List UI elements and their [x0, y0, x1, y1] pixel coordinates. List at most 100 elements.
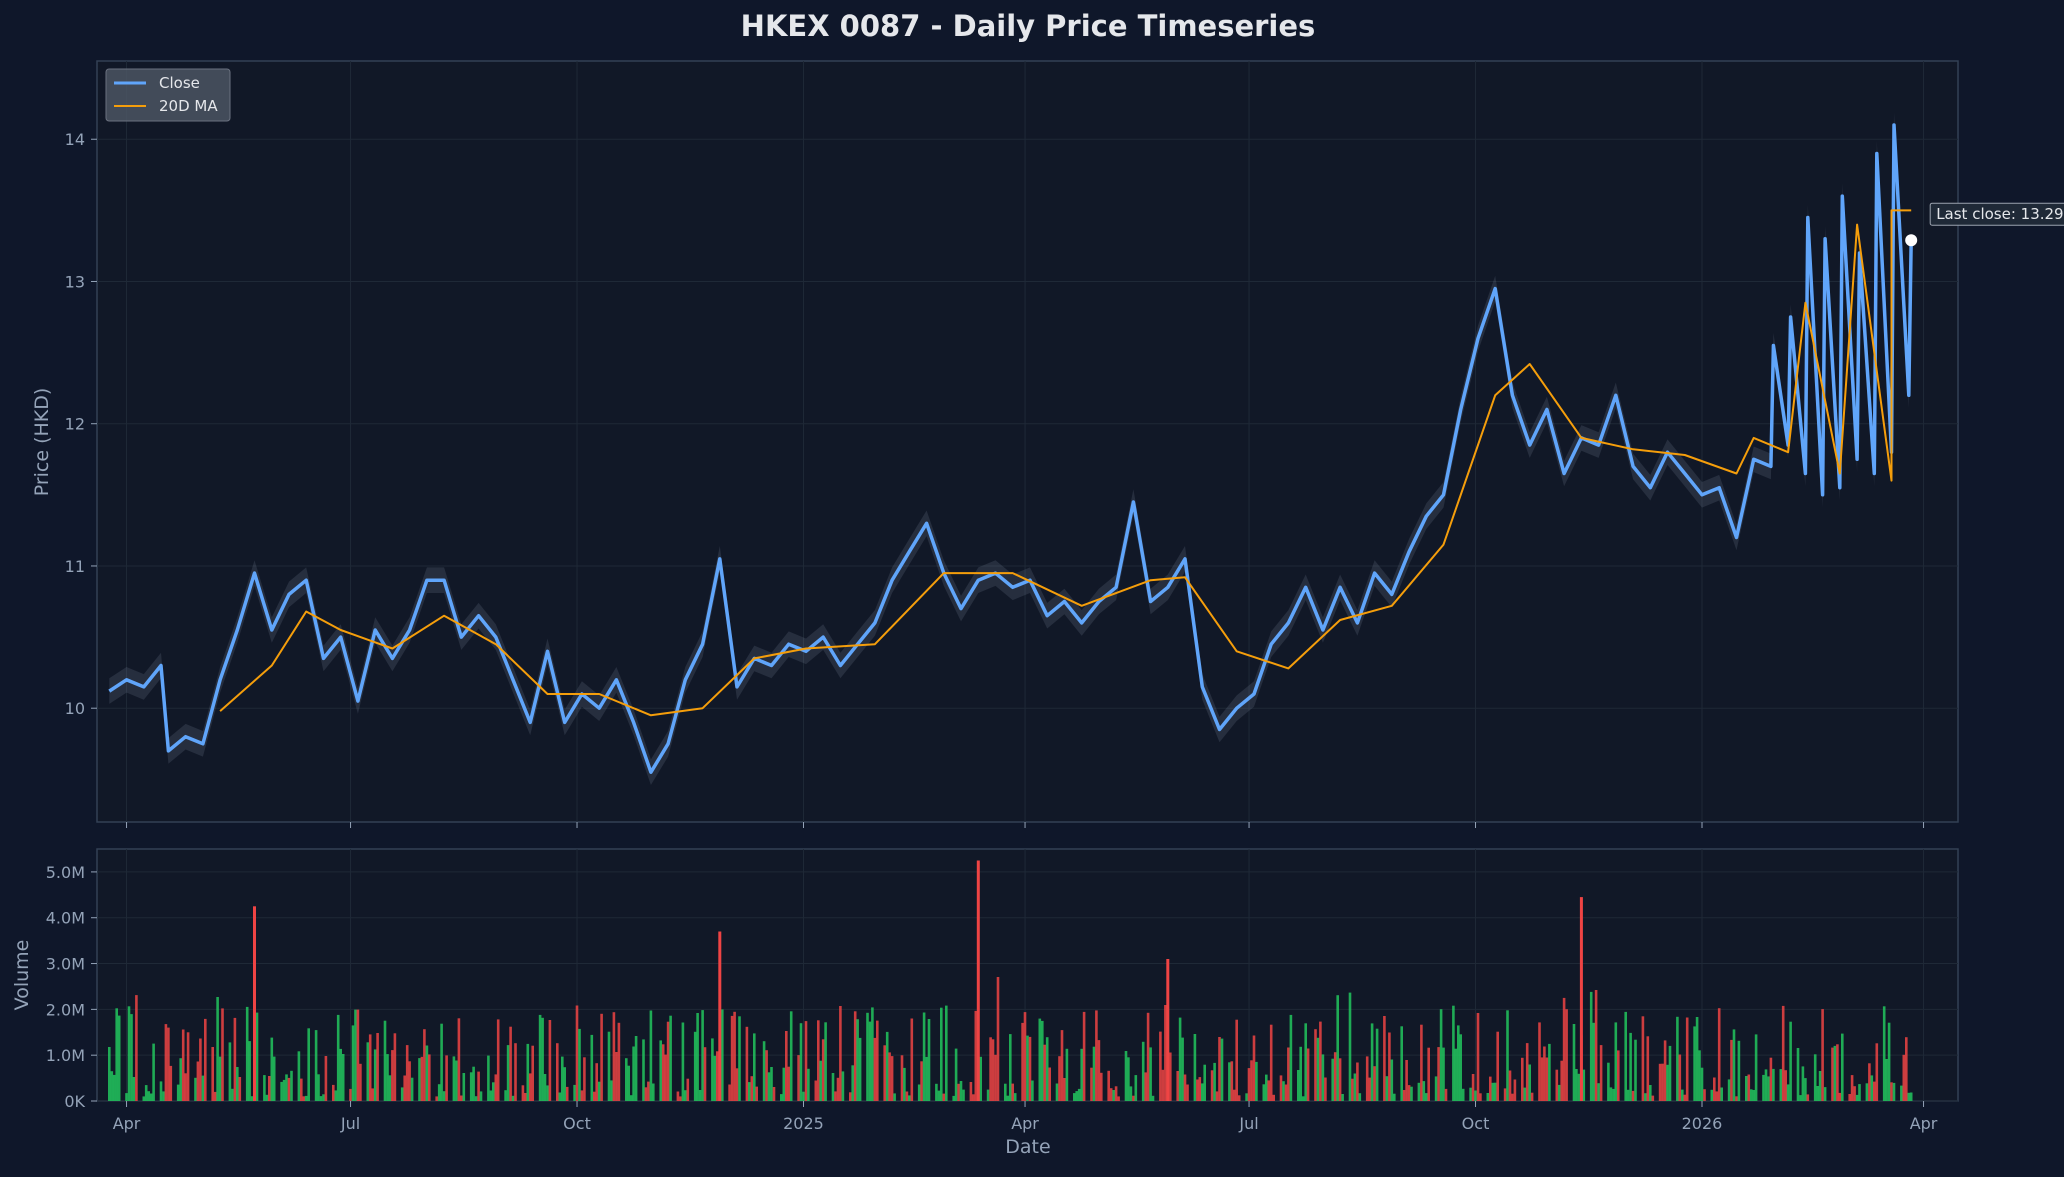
- volume-bar: [1341, 1094, 1344, 1101]
- volume-bar: [686, 1078, 690, 1101]
- volume-bar: [538, 1014, 542, 1101]
- volume-bar: [334, 1090, 338, 1101]
- volume-bar: [248, 1041, 251, 1101]
- volume-bar: [506, 1045, 510, 1101]
- volume-bar: [765, 1050, 768, 1101]
- volume-bar: [617, 1022, 621, 1101]
- volume-bar: [1575, 1069, 1578, 1101]
- volume-bar: [1065, 1048, 1069, 1101]
- volume-bar: [920, 1061, 923, 1101]
- volume-bar: [1565, 1009, 1568, 1101]
- volume-bar: [1905, 1037, 1908, 1101]
- volume-bar: [1789, 1021, 1792, 1101]
- volume-bar: [1004, 1083, 1007, 1101]
- volume-bar: [1629, 1032, 1632, 1101]
- volume-bar: [132, 1077, 136, 1101]
- volume-bar: [1599, 1045, 1603, 1101]
- volume-bar: [849, 1092, 852, 1101]
- volume-bar: [841, 1071, 845, 1101]
- volume-bar: [1892, 1082, 1896, 1101]
- volume-bar: [127, 1006, 131, 1101]
- volume-bar: [1572, 1024, 1576, 1101]
- volume-y-tick-label: 4.0M: [46, 909, 85, 928]
- volume-bar: [1132, 1095, 1135, 1101]
- volume-bar: [780, 1094, 783, 1101]
- volume-bar: [610, 1080, 613, 1101]
- volume-bar: [1737, 1040, 1741, 1101]
- volume-bar: [1146, 1012, 1150, 1101]
- volume-bar: [868, 1021, 872, 1101]
- volume-bar: [1255, 1061, 1258, 1101]
- volume-bar: [1823, 1087, 1827, 1101]
- volume-bar: [1685, 1017, 1689, 1101]
- volume-bar: [405, 1045, 409, 1101]
- volume-bar: [972, 1094, 975, 1101]
- x-tick-label: Apr: [1910, 1114, 1938, 1133]
- volume-bar: [1201, 1083, 1204, 1101]
- volume-bar: [176, 1084, 180, 1101]
- volume-bar: [213, 1091, 217, 1101]
- volume-bar: [1134, 1075, 1138, 1101]
- volume-bar: [149, 1093, 153, 1101]
- volume-bar: [1769, 1057, 1773, 1101]
- volume-bar: [452, 1056, 456, 1101]
- volume-bar: [885, 1031, 889, 1101]
- volume-bar: [1368, 1077, 1371, 1101]
- volume-bar: [1754, 1034, 1758, 1101]
- volume-bar: [194, 1077, 197, 1101]
- volume-bar: [1735, 1096, 1738, 1101]
- volume-bar: [186, 1032, 190, 1101]
- volume-bar: [1902, 1054, 1906, 1101]
- volume-bar: [1183, 1074, 1187, 1101]
- volume-bar: [236, 1067, 239, 1101]
- volume-bar: [509, 1026, 512, 1101]
- volume-bar: [721, 1009, 724, 1101]
- volume-bar: [701, 1010, 704, 1101]
- volume-bar: [1813, 1054, 1817, 1101]
- volume-bar: [1314, 1029, 1317, 1101]
- volume-bar: [750, 1076, 754, 1101]
- volume-bar: [1420, 1024, 1423, 1101]
- volume-bar: [1676, 1016, 1679, 1101]
- volume-bar: [304, 1095, 308, 1101]
- volume-bar: [1400, 1026, 1403, 1101]
- volume-bar: [440, 1023, 443, 1101]
- volume-bar: [1831, 1047, 1834, 1101]
- volume-bar: [184, 1073, 187, 1101]
- volume-bar: [600, 1013, 603, 1101]
- volume-bar: [580, 1090, 584, 1101]
- volume-bar: [986, 1089, 990, 1101]
- volume-bar: [1299, 1046, 1302, 1101]
- volume-bar: [755, 1086, 758, 1101]
- volume-bar: [1700, 1067, 1704, 1101]
- volume-bar: [1838, 1092, 1842, 1101]
- volume-bar: [1228, 1062, 1231, 1101]
- volume-bar: [366, 1042, 370, 1101]
- volume-bar: [144, 1085, 148, 1101]
- volume-bar: [1693, 1026, 1696, 1101]
- volume-bar: [322, 1094, 325, 1101]
- volume-bar: [1306, 1048, 1310, 1101]
- volume-bar: [1589, 991, 1593, 1101]
- volume-bar: [324, 1056, 328, 1101]
- volume-bar: [354, 1009, 357, 1101]
- volume-bar: [1528, 1064, 1531, 1101]
- volume-bar: [1353, 1073, 1357, 1101]
- volume-bar: [1215, 1091, 1219, 1101]
- volume-bar: [858, 1037, 862, 1101]
- volume-bar: [974, 1010, 978, 1101]
- volume-bar: [117, 1015, 121, 1101]
- volume-bar: [1265, 1074, 1268, 1101]
- volume-bar: [1028, 1036, 1032, 1101]
- volume-bar-spike: [253, 906, 256, 1101]
- volume-bar: [1678, 1054, 1682, 1101]
- volume-bar: [711, 1038, 714, 1101]
- volume-bar: [893, 1093, 896, 1101]
- volume-bar: [1193, 1034, 1197, 1101]
- volume-bar: [1272, 1094, 1275, 1101]
- price-y-tick-label: 12: [65, 415, 85, 434]
- volume-bar: [1063, 1078, 1066, 1101]
- volume-bar: [785, 1031, 788, 1101]
- volume-bar: [1762, 1074, 1765, 1101]
- volume-bar: [265, 1094, 269, 1101]
